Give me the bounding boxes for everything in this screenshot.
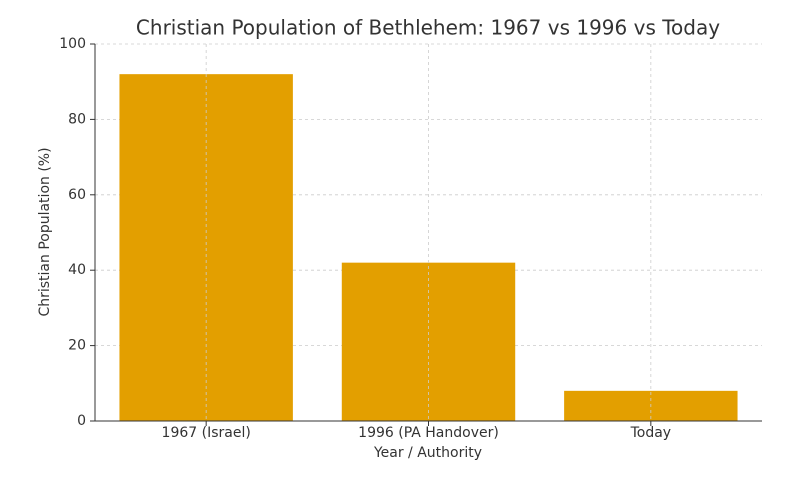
x-tick-label: 1996 (PA Handover) — [358, 425, 499, 441]
x-axis-label: Year / Authority — [373, 445, 482, 461]
y-axis-label: Christian Population (%) — [37, 147, 53, 316]
y-tick-label: 0 — [77, 413, 86, 429]
y-tick-label: 60 — [68, 187, 86, 203]
chart-title: Christian Population of Bethlehem: 1967 … — [136, 16, 720, 40]
y-tick-label: 40 — [68, 262, 86, 278]
y-tick-label: 20 — [68, 338, 86, 354]
y-tick-label: 80 — [68, 111, 86, 127]
x-tick-label: Today — [630, 425, 672, 441]
y-tick-label: 100 — [59, 36, 86, 52]
x-tick-label: 1967 (Israel) — [162, 425, 251, 441]
